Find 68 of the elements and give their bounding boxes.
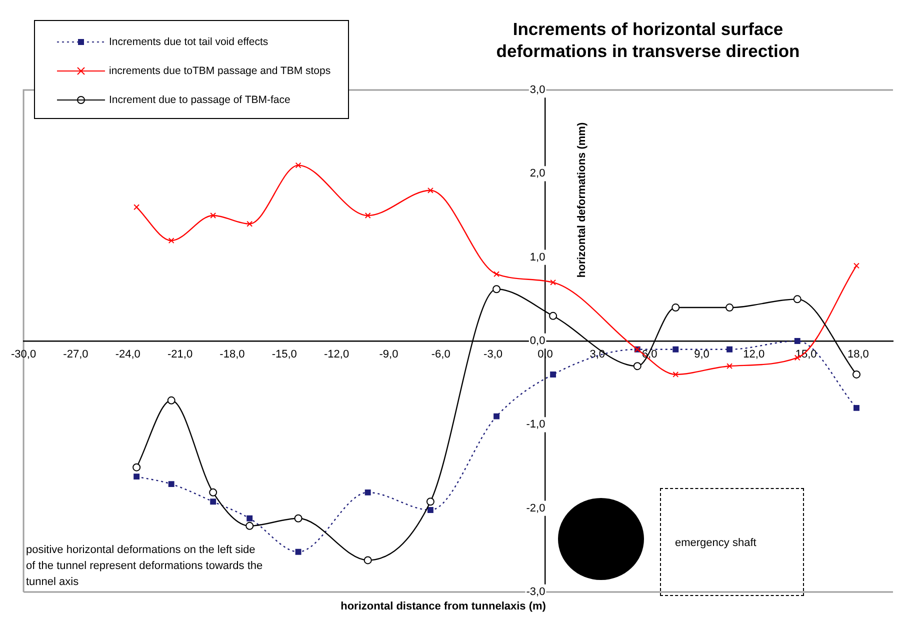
- y-axis-title: horizontal deformations (mm): [576, 122, 588, 278]
- x-axis-title: horizontal distance from tunnelaxis (m): [340, 600, 546, 613]
- point: [672, 371, 679, 378]
- x-tick-label: -30,0: [10, 348, 36, 361]
- point: [672, 304, 680, 312]
- point: [854, 404, 860, 411]
- y-tick-label: -2,0: [526, 502, 546, 514]
- point: [852, 370, 860, 378]
- point: [427, 507, 434, 513]
- point: [550, 279, 556, 286]
- point: [426, 498, 434, 506]
- x-tick-label: -9,0: [379, 348, 398, 361]
- point: [726, 346, 733, 352]
- point: [550, 371, 556, 378]
- point: [672, 346, 679, 352]
- point: [494, 413, 500, 420]
- point: [295, 548, 302, 555]
- x-tick-label: 9,0: [694, 348, 710, 361]
- point: [210, 498, 216, 505]
- point: [168, 481, 174, 488]
- point: [427, 187, 434, 194]
- point: [726, 363, 733, 370]
- chart-title: Increments of horizontal surface deformations in transverse direction: [495, 18, 801, 62]
- point: [134, 204, 140, 210]
- legend-label: Increments due tot tail void effects: [109, 36, 268, 48]
- point: [168, 238, 174, 244]
- x-tick-label: -3,0: [484, 348, 503, 361]
- point: [794, 338, 800, 344]
- annotation: positive horizontal deformations on the left side of the tunnel represent deformations towards the tunnel axis: [26, 543, 264, 590]
- point: [246, 220, 253, 227]
- point: [492, 285, 501, 294]
- x-tick-label: 12,0: [743, 348, 765, 361]
- point: [726, 304, 734, 312]
- x-tick-label: -27,0: [63, 348, 88, 361]
- point: [132, 463, 141, 472]
- x-tick-label: 18,0: [848, 348, 869, 361]
- point: [364, 489, 371, 496]
- point: [134, 474, 140, 480]
- point: [494, 271, 500, 278]
- x-tick-label: -21,0: [168, 348, 193, 361]
- point: [246, 522, 254, 530]
- point: [294, 514, 302, 522]
- y-tick-label: 0,0: [530, 335, 546, 348]
- point: [295, 162, 302, 168]
- x-tick-label: -12,0: [324, 348, 350, 361]
- point: [633, 362, 642, 370]
- x-tick-label: -24,0: [115, 348, 140, 361]
- y-tick-label: 3,0: [530, 84, 546, 96]
- legend-label: Increment due to passage of TBM-face: [109, 94, 290, 106]
- y-tick-label: -3,0: [526, 586, 546, 598]
- point: [210, 212, 216, 218]
- y-tick-label: 1,0: [530, 251, 546, 264]
- point: [549, 312, 558, 320]
- point: [209, 488, 218, 496]
- point: [364, 556, 372, 564]
- point: [364, 212, 371, 218]
- point: [246, 515, 253, 522]
- x-tick-label: -18,0: [220, 348, 245, 361]
- x-tick-label: -15,0: [272, 348, 297, 361]
- annotation: emergency shaft: [675, 537, 756, 549]
- y-tick-label: -1,0: [526, 418, 546, 431]
- dashed-box: emergency shaft: [660, 488, 804, 596]
- y-tick-label: 2,0: [530, 168, 546, 180]
- point: [167, 396, 176, 404]
- x-tick-label: -6,0: [431, 348, 450, 361]
- point: [854, 262, 860, 269]
- legend-label: increments due toTBM passage and TBM stops: [109, 64, 331, 76]
- point: [793, 295, 802, 304]
